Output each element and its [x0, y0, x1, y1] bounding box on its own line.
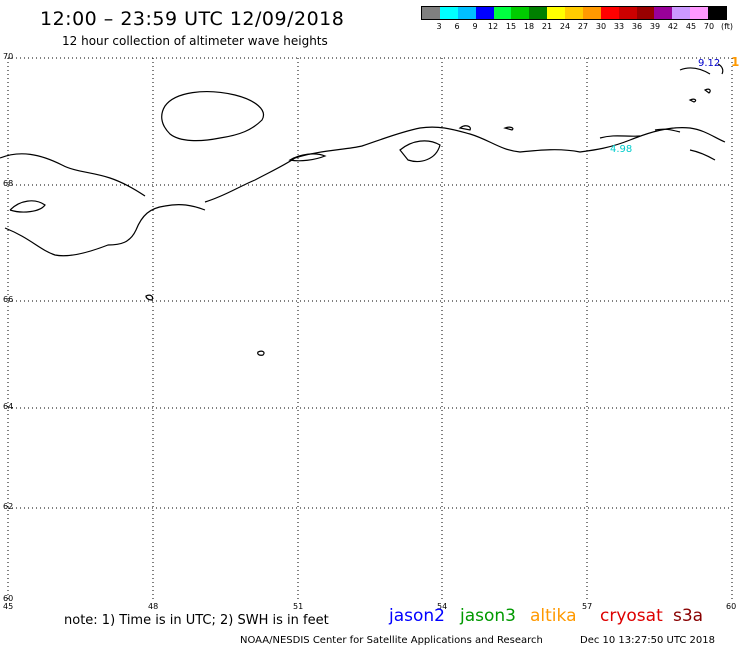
- color-swatch: [475, 7, 494, 19]
- color-swatch: [565, 7, 583, 19]
- inlet-pechora: [399, 140, 441, 163]
- page-subtitle: 12 hour collection of altimeter wave hei…: [62, 34, 328, 48]
- satellite-cryosat: cryosat: [600, 606, 663, 626]
- color-swatch: [636, 7, 655, 19]
- islet-5: [679, 63, 724, 75]
- lon-label: 51: [293, 602, 304, 611]
- lon-label: 45: [3, 602, 14, 611]
- longitude-gridlines: [152, 58, 588, 600]
- islet-1: [145, 294, 154, 301]
- lon-label: 57: [582, 602, 593, 611]
- color-scale-label: 27: [577, 22, 589, 31]
- color-scale-label: 45: [685, 22, 697, 31]
- lat-label: 68: [3, 179, 14, 188]
- generated-timestamp: Dec 10 13:27:50 UTC 2018: [580, 635, 715, 646]
- credit-line: NOAA/NESDIS Center for Satellite Applica…: [240, 635, 543, 646]
- color-scale-label: 9: [472, 22, 478, 31]
- satellite-jason3: jason3: [460, 606, 516, 626]
- color-scale-label: 24: [559, 22, 571, 31]
- reading-label-2: 1: [731, 55, 739, 69]
- mainland-east: [204, 126, 726, 203]
- color-swatch: [529, 7, 548, 19]
- kolguev-island: [161, 91, 264, 142]
- color-swatch: [672, 7, 691, 19]
- page-title: 12:00 – 23:59 UTC 12/09/2018: [40, 8, 345, 30]
- color-scale-label: 70: [703, 22, 715, 31]
- islet-2: [257, 350, 265, 356]
- color-swatch: [654, 7, 673, 19]
- color-scale-label: 18: [523, 22, 535, 31]
- color-scale-label: 3: [436, 22, 442, 31]
- color-swatch: [493, 7, 512, 19]
- lat-label: 60: [3, 594, 14, 603]
- color-swatch: [600, 7, 619, 19]
- color-scale-label: 21: [541, 22, 553, 31]
- color-swatch: [708, 7, 726, 19]
- color-scale-label: (ft): [720, 22, 734, 31]
- color-scale-label: 12: [487, 22, 499, 31]
- color-scale-label: 15: [505, 22, 517, 31]
- satellite-jason2: jason2: [389, 606, 445, 626]
- color-scale-label: 30: [595, 22, 607, 31]
- satellite-s3a: s3a: [673, 606, 704, 626]
- lat-label: 70: [3, 52, 14, 61]
- color-scale-label: 33: [613, 22, 625, 31]
- lat-label: 62: [3, 502, 14, 511]
- color-swatch: [439, 7, 458, 19]
- satellite-altika: altika: [530, 606, 577, 626]
- color-swatch: [511, 7, 530, 19]
- color-swatch: [547, 7, 565, 19]
- islet-6: [688, 88, 711, 103]
- reading-label-1: 9.12: [698, 58, 720, 69]
- islet-4: [458, 125, 471, 131]
- color-swatch: [582, 7, 601, 19]
- latitude-gridlines: [8, 184, 732, 509]
- lon-label: 48: [148, 602, 159, 611]
- color-scale-label: 39: [649, 22, 661, 31]
- color-swatch: [422, 7, 440, 19]
- color-swatch: [690, 7, 708, 19]
- lon-label: 60: [726, 602, 737, 611]
- wave-height-color-scale: 3 6 9 12 15 18 21 24 27 30 33 36 39 42 45 70 (ft): [421, 6, 733, 34]
- chukotka-segment: [599, 128, 716, 161]
- lat-label: 66: [3, 295, 14, 304]
- color-scale-label: 6: [454, 22, 460, 31]
- lon-label: 54: [437, 602, 448, 611]
- lat-label: 64: [3, 402, 14, 411]
- color-swatch: [618, 7, 637, 19]
- color-scale-swatches: [421, 6, 727, 20]
- inlet-chesha: [288, 153, 327, 162]
- mainland-west: [0, 153, 206, 257]
- color-scale-labels: 3 6 9 12 15 18 21 24 27 30 33 36 39 42 45 70 (ft): [421, 22, 733, 34]
- units-note: note: 1) Time is in UTC; 2) SWH is in fe…: [64, 613, 329, 628]
- reading-label-3: 4.98: [610, 144, 632, 155]
- color-scale-label: 42: [667, 22, 679, 31]
- islet-3: [503, 126, 514, 131]
- color-swatch: [457, 7, 476, 19]
- map-frame: [7, 57, 733, 600]
- color-scale-label: 36: [631, 22, 643, 31]
- coastline: [0, 63, 726, 356]
